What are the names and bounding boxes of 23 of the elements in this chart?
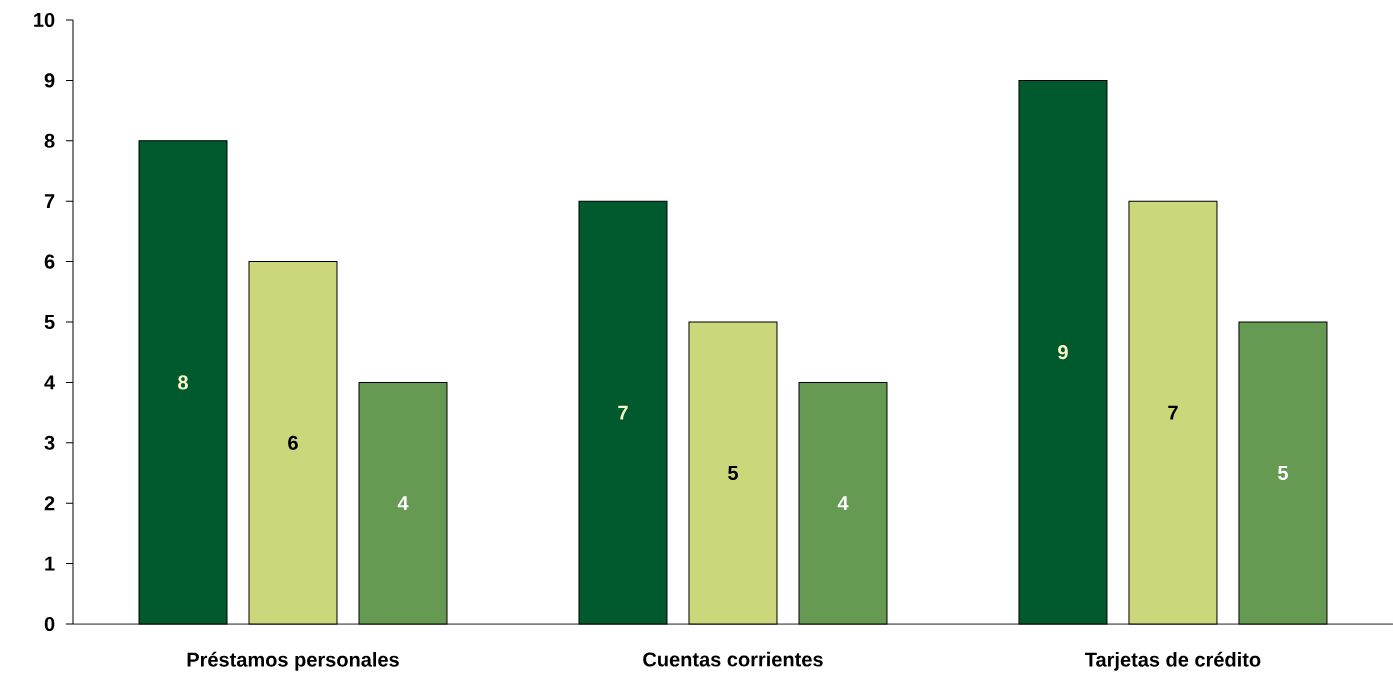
data-label: 6: [288, 435, 298, 450]
data-label: 4: [397, 496, 409, 511]
y-tick-label: 2: [44, 496, 55, 511]
y-tick-label: 1: [45, 556, 55, 571]
y-tick-label: 10: [34, 12, 55, 28]
x-tick-label: Préstamos personales: [187, 651, 399, 671]
data-label: 9: [1058, 345, 1068, 360]
data-label: 8: [178, 375, 188, 390]
y-tick-label: 8: [44, 133, 55, 148]
y-tick-label: 7: [44, 194, 55, 209]
x-tick-label: Cuentas corrientes: [643, 651, 823, 667]
data-label: 5: [1278, 466, 1288, 480]
data-label: 7: [1168, 405, 1178, 420]
y-tick-label: 9: [44, 73, 55, 88]
data-label: 7: [618, 405, 628, 420]
y-tick-label: 6: [44, 254, 55, 269]
x-tick-label: Tarjetas de crédito: [1085, 651, 1261, 671]
y-tick-label: 5: [44, 315, 55, 329]
data-label: 4: [837, 496, 849, 511]
y-tick-label: 0: [44, 616, 55, 632]
y-tick-label: 4: [44, 375, 56, 390]
data-label: 5: [728, 466, 738, 480]
y-tick-label: 3: [44, 435, 55, 450]
